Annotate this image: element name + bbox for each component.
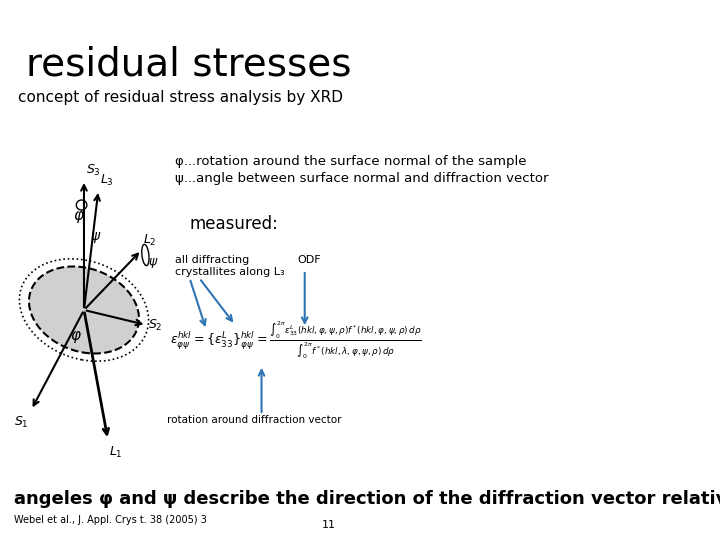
Text: $L_1$: $L_1$	[109, 445, 123, 460]
Text: $\varphi$: $\varphi$	[73, 209, 85, 225]
Text: $S_1$: $S_1$	[14, 415, 29, 430]
Text: 11: 11	[322, 520, 336, 530]
Text: ψ...angle between surface normal and diffraction vector: ψ...angle between surface normal and dif…	[175, 172, 549, 185]
Text: measured:: measured:	[189, 215, 279, 233]
Text: $L_3$: $L_3$	[100, 173, 114, 188]
Text: $\varphi$: $\varphi$	[70, 329, 81, 345]
Text: angeles φ and ψ describe the direction of the diffraction vector relative to the: angeles φ and ψ describe the direction o…	[14, 490, 720, 508]
Text: all diffracting
crystallites along L₃: all diffracting crystallites along L₃	[175, 255, 285, 278]
Text: φ...rotation around the surface normal of the sample: φ...rotation around the surface normal o…	[175, 155, 526, 168]
Text: ODF: ODF	[297, 255, 321, 265]
Text: residual stresses: residual stresses	[27, 45, 352, 83]
Text: Webel et al., J. Appl. Crys t. 38 (2005) 3: Webel et al., J. Appl. Crys t. 38 (2005)…	[14, 515, 207, 525]
Text: $\varepsilon_{\varphi\psi}^{hkl} = \{\varepsilon_{33}^{L}\}_{\varphi\psi}^{hkl} : $\varepsilon_{\varphi\psi}^{hkl} = \{\va…	[171, 319, 422, 361]
Text: $\psi$: $\psi$	[148, 256, 158, 270]
Text: concept of residual stress analysis by XRD: concept of residual stress analysis by X…	[18, 90, 343, 105]
Text: $S_2$: $S_2$	[148, 318, 162, 333]
Text: $S_3$: $S_3$	[86, 163, 102, 178]
Text: $L_2$: $L_2$	[143, 233, 156, 248]
Text: rotation around diffraction vector: rotation around diffraction vector	[167, 415, 341, 425]
Ellipse shape	[29, 267, 139, 354]
Text: $\psi$: $\psi$	[90, 230, 101, 245]
